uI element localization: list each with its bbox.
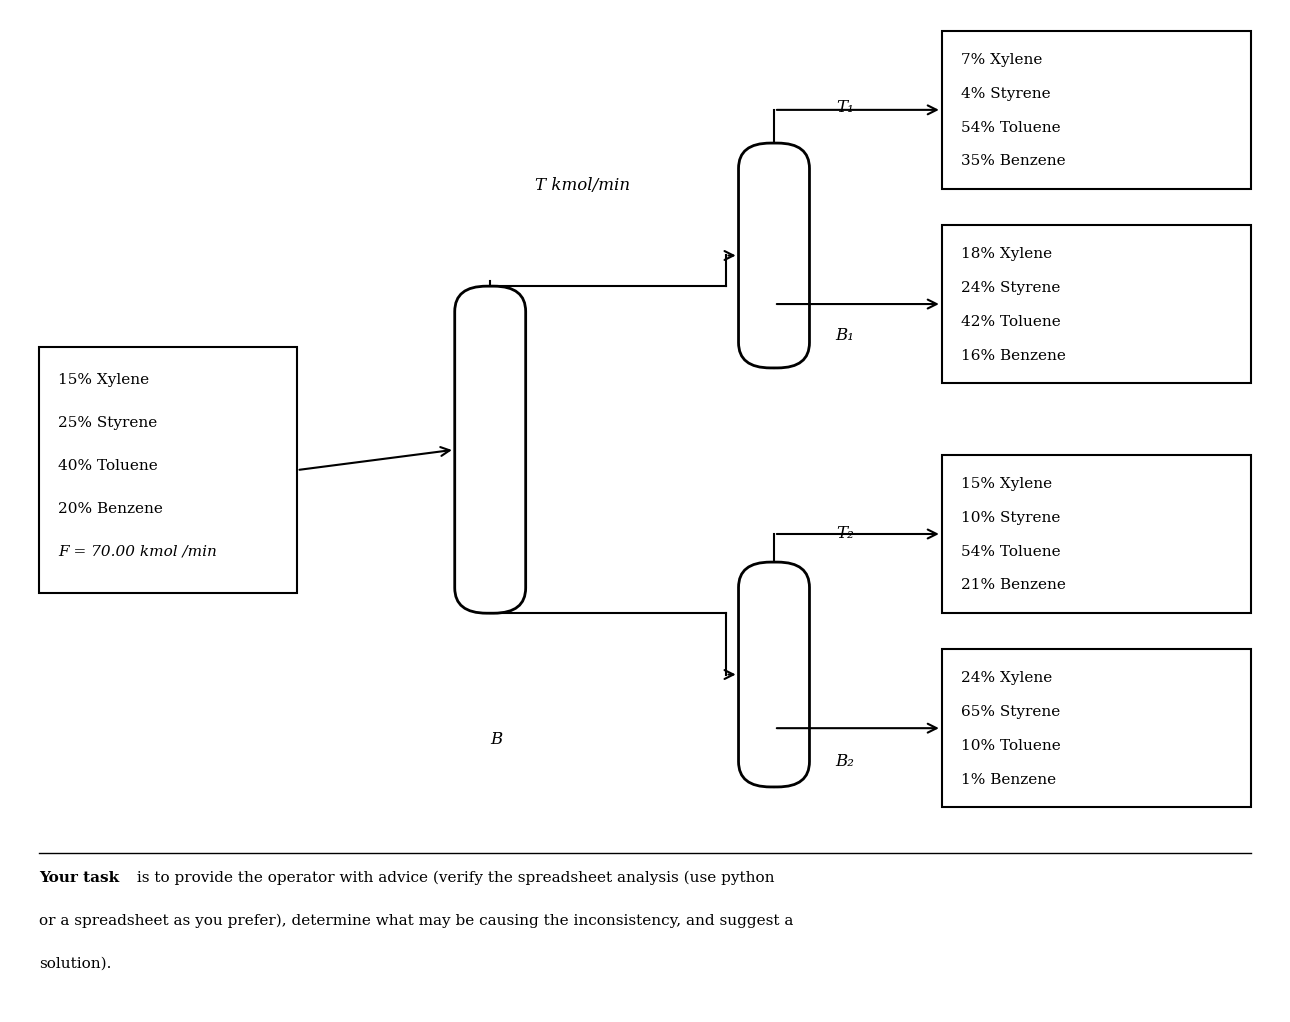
Text: 10% Styrene: 10% Styrene xyxy=(961,511,1060,525)
Text: 40% Toluene: 40% Toluene xyxy=(58,459,157,473)
Bar xyxy=(942,455,1251,613)
FancyBboxPatch shape xyxy=(738,562,810,787)
Text: 20% Benzene: 20% Benzene xyxy=(58,502,163,516)
Bar xyxy=(942,649,1251,807)
Text: B₁: B₁ xyxy=(836,327,854,343)
Text: 42% Toluene: 42% Toluene xyxy=(961,315,1060,329)
Text: T₂: T₂ xyxy=(836,525,854,542)
Text: T₁: T₁ xyxy=(836,99,854,115)
Text: solution).: solution). xyxy=(39,957,111,971)
Text: 10% Toluene: 10% Toluene xyxy=(961,739,1060,753)
Text: 18% Xylene: 18% Xylene xyxy=(961,247,1053,262)
Text: 65% Styrene: 65% Styrene xyxy=(961,705,1060,719)
Text: 15% Xylene: 15% Xylene xyxy=(961,477,1053,492)
Text: is to provide the operator with advice (verify the spreadsheet analysis (use pyt: is to provide the operator with advice (… xyxy=(132,871,774,885)
FancyBboxPatch shape xyxy=(454,286,526,613)
Text: B₂: B₂ xyxy=(836,753,854,770)
Text: Your task: Your task xyxy=(39,871,119,885)
Text: T kmol/min: T kmol/min xyxy=(535,177,631,194)
Text: 24% Styrene: 24% Styrene xyxy=(961,281,1060,295)
Text: or a spreadsheet as you prefer), determine what may be causing the inconsistency: or a spreadsheet as you prefer), determi… xyxy=(39,914,793,928)
Bar xyxy=(39,347,297,593)
Text: 54% Toluene: 54% Toluene xyxy=(961,121,1060,135)
Text: 21% Benzene: 21% Benzene xyxy=(961,578,1066,593)
Text: 35% Benzene: 35% Benzene xyxy=(961,154,1066,169)
Text: 24% Xylene: 24% Xylene xyxy=(961,671,1053,686)
Text: 15% Xylene: 15% Xylene xyxy=(58,373,150,387)
Text: 54% Toluene: 54% Toluene xyxy=(961,545,1060,559)
FancyBboxPatch shape xyxy=(738,143,810,368)
Text: 16% Benzene: 16% Benzene xyxy=(961,349,1066,363)
Text: F = 70.00 kmol /min: F = 70.00 kmol /min xyxy=(58,545,217,559)
Bar xyxy=(942,225,1251,383)
Text: 7% Xylene: 7% Xylene xyxy=(961,53,1042,67)
Text: 4% Styrene: 4% Styrene xyxy=(961,87,1050,101)
Text: B: B xyxy=(490,731,503,748)
Text: 25% Styrene: 25% Styrene xyxy=(58,416,157,430)
Text: 1% Benzene: 1% Benzene xyxy=(961,773,1057,787)
Bar xyxy=(942,31,1251,189)
